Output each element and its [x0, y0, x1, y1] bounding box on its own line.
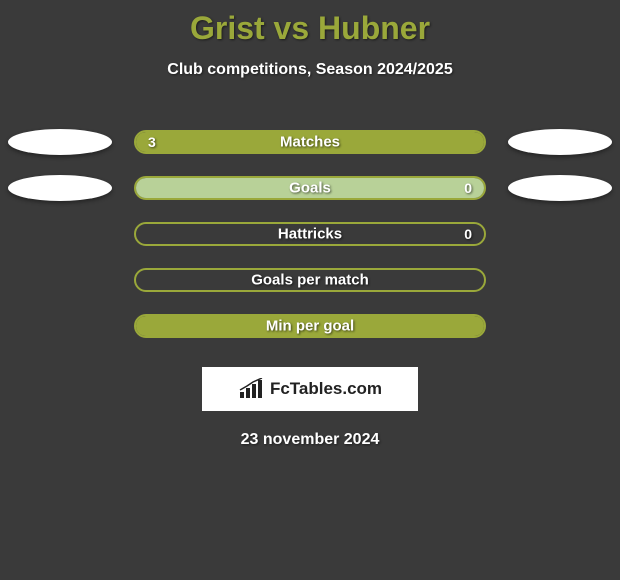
stat-bar: Goals per match: [134, 268, 486, 292]
date-text: 23 november 2024: [0, 431, 620, 449]
stat-row: Goals 0: [0, 165, 620, 211]
player-left-marker: [8, 129, 112, 155]
stat-left-value: 3: [148, 134, 156, 150]
stat-bar: 3 Matches: [134, 130, 486, 154]
stat-bar: Goals 0: [134, 176, 486, 200]
player-right-marker: [508, 175, 612, 201]
stat-label: Min per goal: [266, 318, 354, 335]
stat-row: Hattricks 0: [0, 211, 620, 257]
stat-right-value: 0: [464, 180, 472, 196]
stat-label: Hattricks: [278, 226, 342, 243]
stat-label: Goals: [289, 180, 331, 197]
stat-label: Matches: [280, 134, 340, 151]
stat-row: 3 Matches: [0, 119, 620, 165]
stat-row: Goals per match: [0, 257, 620, 303]
subtitle: Club competitions, Season 2024/2025: [0, 61, 620, 79]
stat-label: Goals per match: [251, 272, 369, 289]
stat-bar: Min per goal: [134, 314, 486, 338]
comparison-chart: 3 Matches Goals 0 Hattricks 0 Goal: [0, 119, 620, 349]
player-left-marker: [8, 175, 112, 201]
logo: FcTables.com: [202, 367, 418, 411]
stat-row: Min per goal: [0, 303, 620, 349]
stat-right-value: 0: [464, 226, 472, 242]
chart-icon: [238, 378, 266, 400]
player-right-marker: [508, 129, 612, 155]
page-title: Grist vs Hubner: [0, 0, 620, 47]
stat-bar: Hattricks 0: [134, 222, 486, 246]
logo-text: FcTables.com: [270, 379, 382, 399]
